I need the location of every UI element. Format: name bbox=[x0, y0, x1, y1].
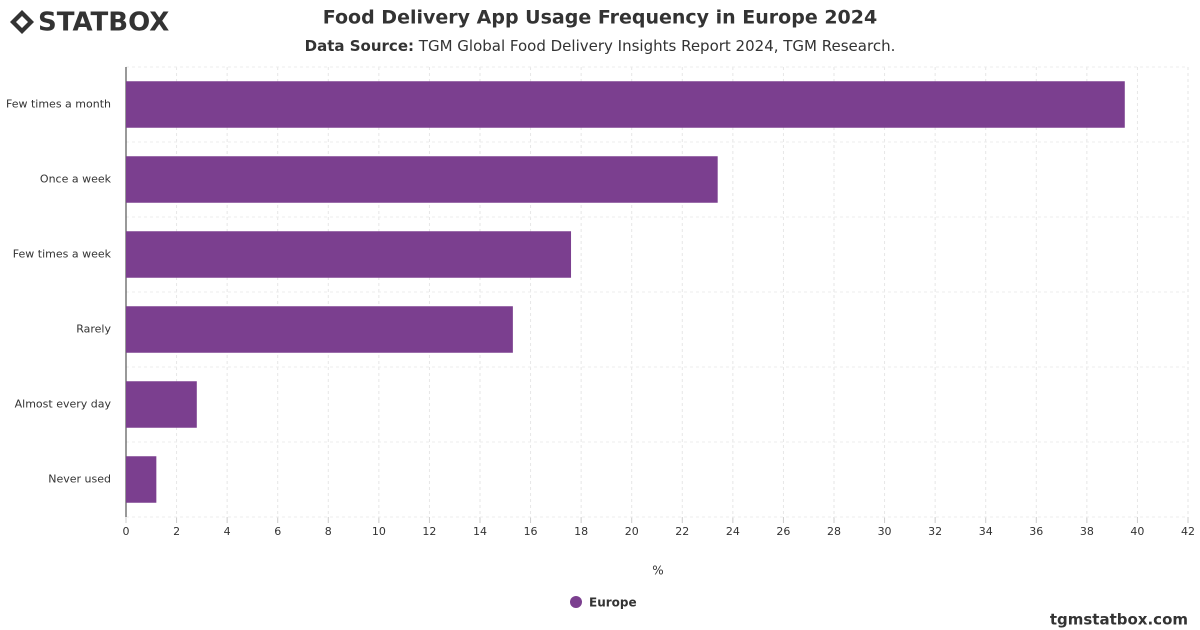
x-tick-label: 16 bbox=[524, 525, 538, 538]
source-label: Data Source: bbox=[305, 37, 414, 55]
x-tick-label: 4 bbox=[224, 525, 231, 538]
x-tick-label: 8 bbox=[325, 525, 332, 538]
y-tick-label: Once a week bbox=[40, 173, 112, 186]
logo-text: STATBOX bbox=[38, 8, 169, 38]
y-tick-label: Few times a week bbox=[13, 248, 112, 261]
logo: STATBOX bbox=[10, 8, 169, 38]
bar bbox=[126, 81, 1125, 128]
chart-subtitle: Data Source: TGM Global Food Delivery In… bbox=[305, 37, 896, 55]
chart-title: Food Delivery App Usage Frequency in Eur… bbox=[323, 7, 877, 29]
bar bbox=[126, 456, 157, 503]
bar bbox=[126, 231, 572, 278]
x-tick-label: 2 bbox=[173, 525, 180, 538]
source: TGM Global Food Delivery Insights Report… bbox=[418, 37, 896, 55]
x-tick-label: 38 bbox=[1080, 525, 1094, 538]
x-tick-label: 32 bbox=[928, 525, 942, 538]
x-tick-label: 12 bbox=[422, 525, 436, 538]
x-tick-label: 34 bbox=[979, 525, 993, 538]
y-tick-label: Rarely bbox=[76, 323, 111, 336]
x-tick-label: 6 bbox=[274, 525, 281, 538]
logo-icon bbox=[10, 10, 34, 34]
x-tick-label: 24 bbox=[726, 525, 740, 538]
x-tick-label: 14 bbox=[473, 525, 487, 538]
x-tick-label: 28 bbox=[827, 525, 841, 538]
x-tick-label: 36 bbox=[1029, 525, 1043, 538]
x-tick-label: 22 bbox=[675, 525, 689, 538]
bar bbox=[126, 156, 718, 203]
y-tick-label: Never used bbox=[48, 473, 111, 486]
legend-marker bbox=[570, 596, 582, 608]
bar bbox=[126, 381, 197, 428]
y-tick-label: Few times a month bbox=[6, 98, 111, 111]
x-axis-label: % bbox=[652, 564, 663, 578]
x-tick-label: 0 bbox=[123, 525, 130, 538]
y-tick-label: Almost every day bbox=[15, 398, 112, 411]
website: tgmstatbox.com bbox=[1050, 611, 1188, 629]
bar bbox=[126, 306, 513, 353]
x-tick-label: 20 bbox=[625, 525, 639, 538]
x-tick-label: 26 bbox=[776, 525, 790, 538]
x-tick-label: 40 bbox=[1130, 525, 1144, 538]
legend-label: Europe bbox=[589, 596, 637, 610]
x-tick-label: 42 bbox=[1181, 525, 1195, 538]
x-tick-label: 18 bbox=[574, 525, 588, 538]
x-tick-label: 10 bbox=[372, 525, 386, 538]
x-tick-label: 30 bbox=[878, 525, 892, 538]
